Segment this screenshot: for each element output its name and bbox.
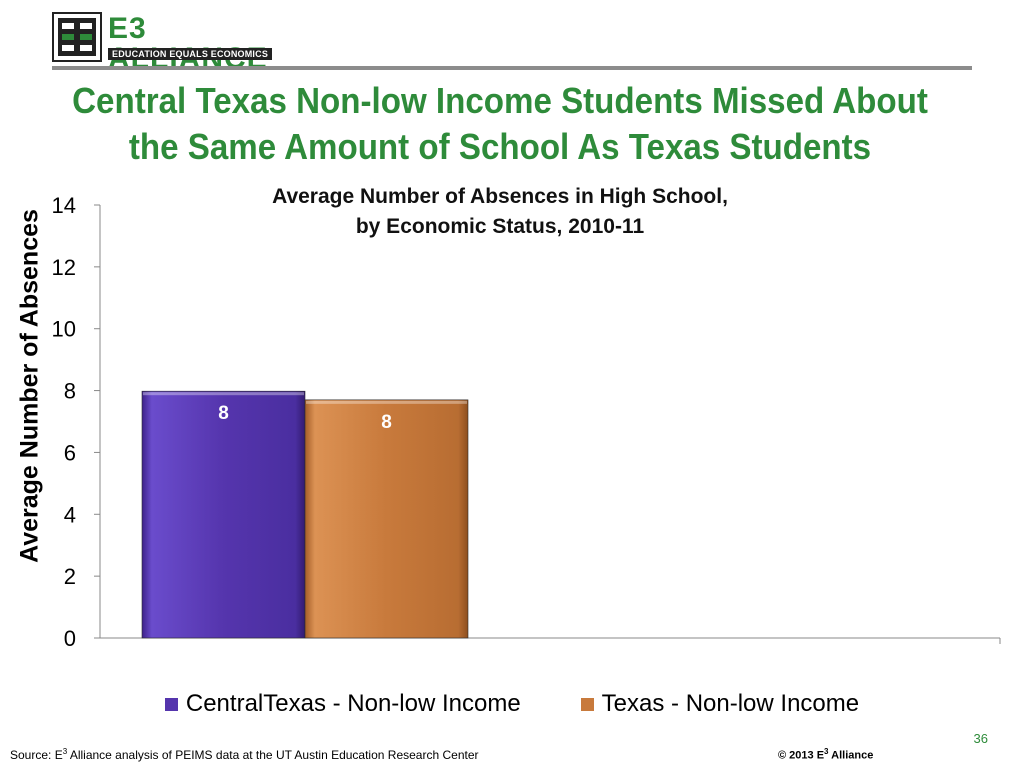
- y-tick-label: 10: [52, 317, 76, 342]
- data-label: 8: [381, 412, 392, 433]
- copyright-prefix: © 2013 E: [778, 749, 825, 762]
- source-prefix: Source: E: [10, 748, 63, 762]
- legend-item-texas: Texas - Non-low Income: [580, 690, 860, 718]
- bar: [141, 390, 306, 639]
- slide-title: Central Texas Non-low Income Students Mi…: [58, 78, 941, 170]
- legend-label: CentralTexas - Non-low Income: [185, 690, 521, 717]
- source-note: Source: E3 Alliance analysis of PEIMS da…: [10, 747, 479, 762]
- logo-tagline: EDUCATION EQUALS ECONOMICS: [108, 48, 273, 60]
- copyright-sup: 3: [824, 747, 829, 756]
- bar-highlight: [306, 400, 467, 404]
- chart-title: Average Number of Absences in High Schoo…: [200, 182, 800, 242]
- y-tick-label: 4: [64, 502, 76, 527]
- bar-highlight: [143, 392, 304, 396]
- y-tick-label: 6: [64, 440, 76, 465]
- legend-item-central-texas: CentralTexas - Non-low Income: [164, 690, 521, 718]
- slide-title-line-2: the Same Amount of School As Texas Stude…: [128, 126, 872, 167]
- chart-title-line-1: Average Number of Absences in High Schoo…: [272, 185, 728, 208]
- data-label: 8: [218, 403, 229, 424]
- copyright: © 2013 E3 Alliance: [778, 747, 873, 762]
- y-tick-label: 8: [64, 379, 76, 404]
- source-sup: 3: [62, 747, 68, 756]
- legend-swatch: [164, 697, 178, 711]
- y-tick-label: 12: [52, 255, 76, 280]
- copyright-rest: Alliance: [828, 749, 874, 762]
- legend-swatch: [580, 697, 594, 711]
- header-rule: [52, 66, 972, 70]
- y-tick-label: 0: [64, 626, 76, 651]
- source-rest: Alliance analysis of PEIMS data at the U…: [67, 748, 479, 762]
- legend-label: Texas - Non-low Income: [601, 690, 860, 717]
- y-tick-label: 2: [64, 564, 76, 589]
- page-number: 36: [973, 731, 988, 746]
- legend: CentralTexas - Non-low Income Texas - No…: [0, 690, 1024, 718]
- chart-title-line-2: by Economic Status, 2010-11: [355, 215, 645, 238]
- y-tick-label: 14: [52, 193, 76, 218]
- e3-logo-mark-icon: [52, 12, 102, 62]
- slide-title-line-1: Central Texas Non-low Income Students Mi…: [72, 80, 928, 121]
- bar: [304, 399, 469, 639]
